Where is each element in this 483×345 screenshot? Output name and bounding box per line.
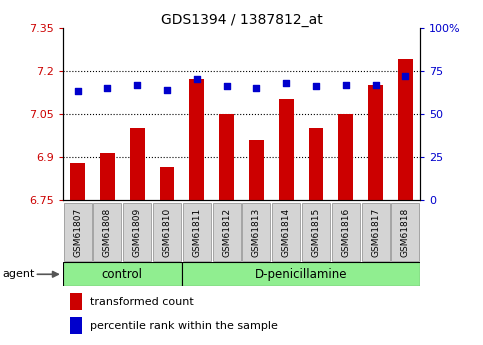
- Text: GSM61815: GSM61815: [312, 207, 320, 257]
- Text: D-penicillamine: D-penicillamine: [255, 268, 347, 281]
- Point: [104, 85, 112, 91]
- Text: agent: agent: [2, 269, 35, 279]
- Point: [193, 77, 201, 82]
- FancyBboxPatch shape: [272, 203, 300, 261]
- Point: [401, 73, 409, 79]
- Bar: [249, 140, 264, 200]
- Bar: [189, 79, 204, 200]
- Bar: [279, 99, 294, 200]
- Bar: [100, 153, 115, 200]
- Point: [282, 80, 290, 86]
- Text: GSM61809: GSM61809: [133, 207, 142, 257]
- Point: [163, 87, 171, 92]
- Text: GSM61808: GSM61808: [103, 207, 112, 257]
- Text: GSM61812: GSM61812: [222, 207, 231, 257]
- Title: GDS1394 / 1387812_at: GDS1394 / 1387812_at: [161, 12, 322, 27]
- FancyBboxPatch shape: [153, 203, 181, 261]
- Point: [312, 83, 320, 89]
- FancyBboxPatch shape: [63, 262, 182, 286]
- Bar: [368, 85, 383, 200]
- Bar: [130, 128, 145, 200]
- FancyBboxPatch shape: [332, 203, 360, 261]
- FancyBboxPatch shape: [183, 203, 211, 261]
- Text: transformed count: transformed count: [90, 297, 193, 307]
- Point: [342, 82, 350, 87]
- FancyBboxPatch shape: [64, 203, 92, 261]
- Text: percentile rank within the sample: percentile rank within the sample: [90, 321, 277, 331]
- Text: GSM61810: GSM61810: [163, 207, 171, 257]
- Text: GSM61817: GSM61817: [371, 207, 380, 257]
- Text: GSM61813: GSM61813: [252, 207, 261, 257]
- Point: [253, 85, 260, 91]
- Text: GSM61816: GSM61816: [341, 207, 350, 257]
- Point: [223, 83, 230, 89]
- FancyBboxPatch shape: [391, 203, 419, 261]
- Text: GSM61807: GSM61807: [73, 207, 82, 257]
- Bar: [309, 128, 324, 200]
- Text: GSM61814: GSM61814: [282, 207, 291, 257]
- FancyBboxPatch shape: [362, 203, 389, 261]
- Bar: [70, 317, 83, 334]
- FancyBboxPatch shape: [302, 203, 330, 261]
- Bar: [159, 167, 174, 200]
- Point: [372, 82, 380, 87]
- Bar: [338, 114, 353, 200]
- Bar: [398, 59, 413, 200]
- Text: GSM61811: GSM61811: [192, 207, 201, 257]
- FancyBboxPatch shape: [94, 203, 121, 261]
- FancyBboxPatch shape: [213, 203, 241, 261]
- FancyBboxPatch shape: [123, 203, 151, 261]
- Bar: [70, 293, 83, 310]
- Point: [74, 89, 82, 94]
- Bar: [70, 163, 85, 200]
- FancyBboxPatch shape: [242, 203, 270, 261]
- Point: [133, 82, 141, 87]
- FancyBboxPatch shape: [182, 262, 420, 286]
- Text: control: control: [102, 268, 143, 281]
- Text: GSM61818: GSM61818: [401, 207, 410, 257]
- Bar: [219, 114, 234, 200]
